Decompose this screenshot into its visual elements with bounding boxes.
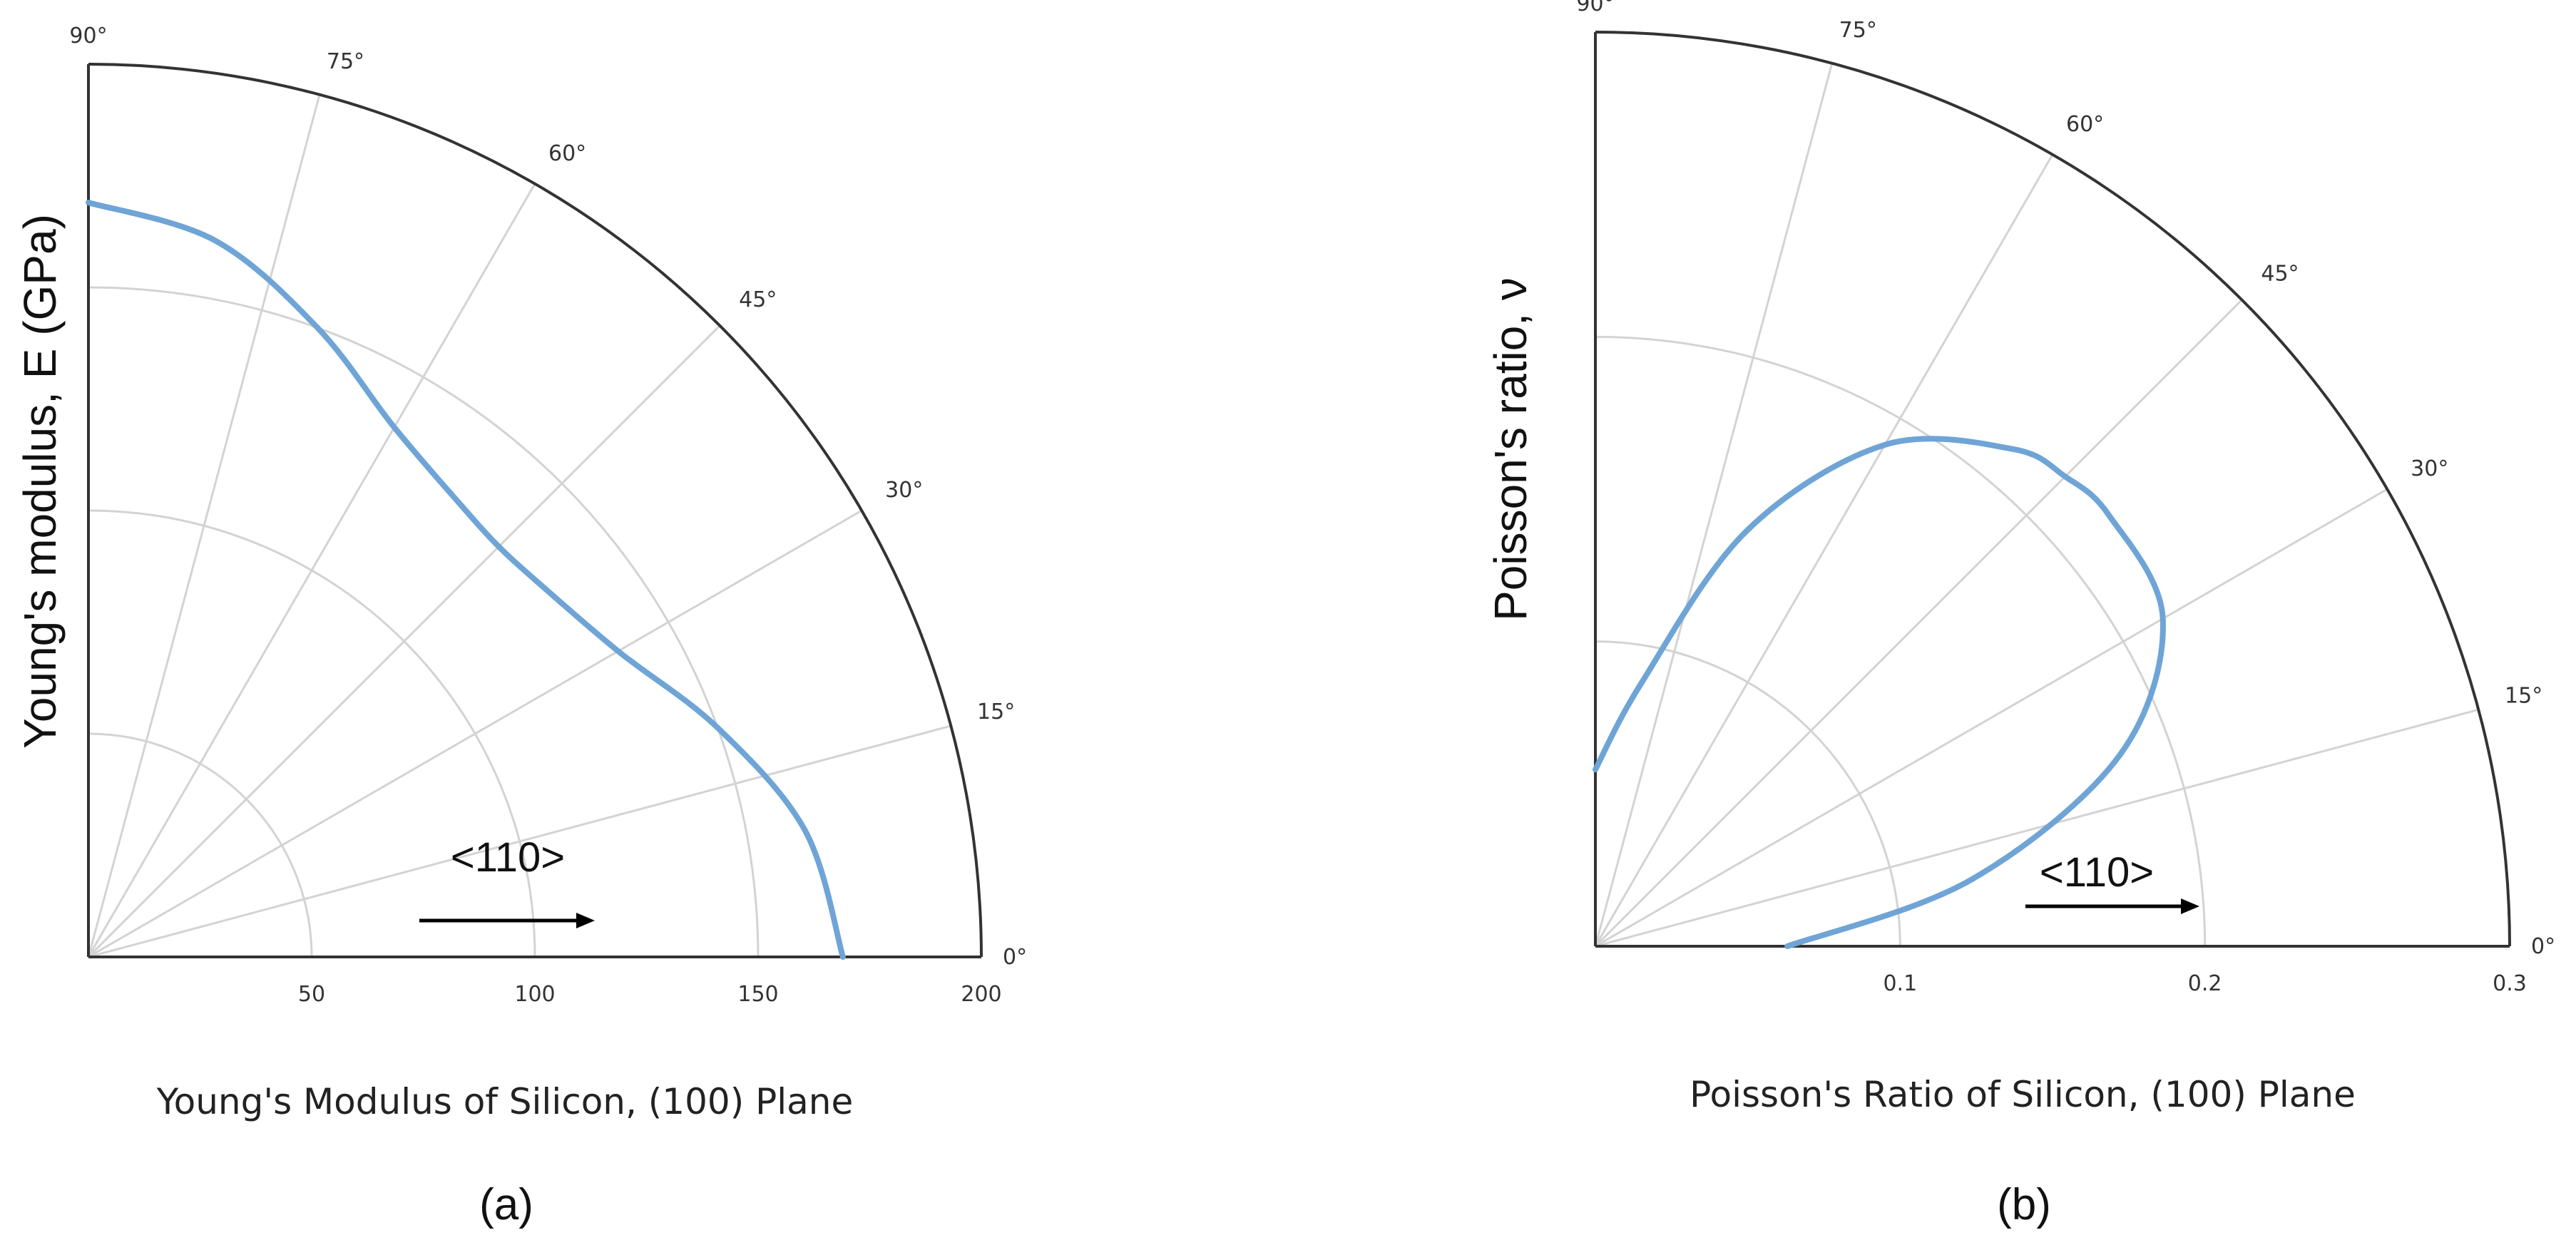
panel-a-radial-ticks: 50 100 150 200 — [298, 982, 1002, 1007]
theta-tick-label: 90° — [69, 24, 107, 48]
theta-tick-label: 45° — [739, 287, 777, 312]
grid-spoke — [1595, 708, 2479, 948]
panel-b-grid — [1594, 31, 2511, 948]
grid-spoke — [1594, 154, 2054, 947]
r-tick-label: 100 — [514, 982, 555, 1007]
r-tick-label: 50 — [298, 982, 325, 1007]
chart-panel-b: 0.1 0.2 0.3 0° 15° 30° 45° 60° 75° 90° Poisson's… — [1485, 0, 2555, 1229]
panel-a-series — [86, 200, 846, 960]
grid-spoke — [87, 183, 536, 958]
panel-a-caption: Young's Modulus of Silicon, (100) Plane — [156, 1081, 854, 1122]
r-tick-label: 150 — [737, 982, 778, 1007]
theta-tick-label: 75° — [327, 49, 364, 74]
panel-a-direction-arrow — [419, 913, 595, 928]
panel-a-y-axis-label: Young's modulus, E (GPa) — [14, 214, 66, 749]
panel-a-direction-label: <110> — [451, 834, 565, 881]
panel-b-y-axis-label: Poisson's ratio, ν — [1485, 277, 1536, 621]
panel-b-radial-ticks: 0.1 0.2 0.3 — [1883, 971, 2526, 996]
grid-spoke — [1594, 63, 1834, 947]
r-tick-label: 0.2 — [2188, 971, 2222, 996]
panel-a-label: (a) — [479, 1180, 533, 1229]
panel-b-series — [1593, 436, 2166, 949]
theta-tick-label: 15° — [2505, 683, 2542, 708]
chart-panel-a: 50 100 150 200 0° 15° 30° 45° 60° 75° 90° Young's… — [14, 24, 1027, 1229]
r-tick-label: 0.3 — [2493, 971, 2527, 996]
theta-tick-label: 45° — [2261, 262, 2299, 287]
theta-tick-label: 75° — [1839, 18, 1877, 43]
panel-a-grid — [87, 63, 983, 958]
data-curve — [1593, 436, 2166, 949]
theta-tick-label: 90° — [1576, 0, 1614, 16]
theta-tick-label: 0° — [2531, 934, 2555, 959]
theta-tick-label: 60° — [2066, 112, 2104, 137]
grid-spoke — [1595, 488, 2388, 948]
grid-spoke — [1594, 299, 2243, 948]
theta-tick-label: 60° — [548, 141, 586, 166]
panel-b-caption: Poisson's Ratio of Silicon, (100) Plane — [1690, 1074, 2356, 1115]
theta-tick-label: 15° — [977, 700, 1015, 724]
outer-arc — [88, 63, 983, 958]
panel-b-direction-arrow — [2025, 898, 2199, 914]
panel-a-angle-ticks: 0° 15° 30° 45° 60° 75° 90° — [69, 24, 1027, 970]
panel-b-direction-label: <110> — [2040, 849, 2154, 896]
grid-spoke — [88, 509, 863, 958]
grid-spoke — [88, 724, 951, 958]
data-curve — [86, 200, 846, 960]
outer-arc — [1595, 31, 2511, 947]
r-tick-label: 0.1 — [1883, 971, 1917, 996]
theta-tick-label: 30° — [885, 478, 923, 503]
panel-b-label: (b) — [1997, 1180, 2051, 1229]
r-tick-label: 200 — [961, 982, 1001, 1007]
theta-tick-label: 30° — [2411, 456, 2448, 481]
grid-spoke — [87, 94, 321, 958]
panel-b-angle-ticks: 0° 15° 30° 45° 60° 75° 90° — [1576, 0, 2555, 959]
theta-tick-label: 0° — [1003, 945, 1027, 970]
grid-spoke — [87, 324, 721, 958]
